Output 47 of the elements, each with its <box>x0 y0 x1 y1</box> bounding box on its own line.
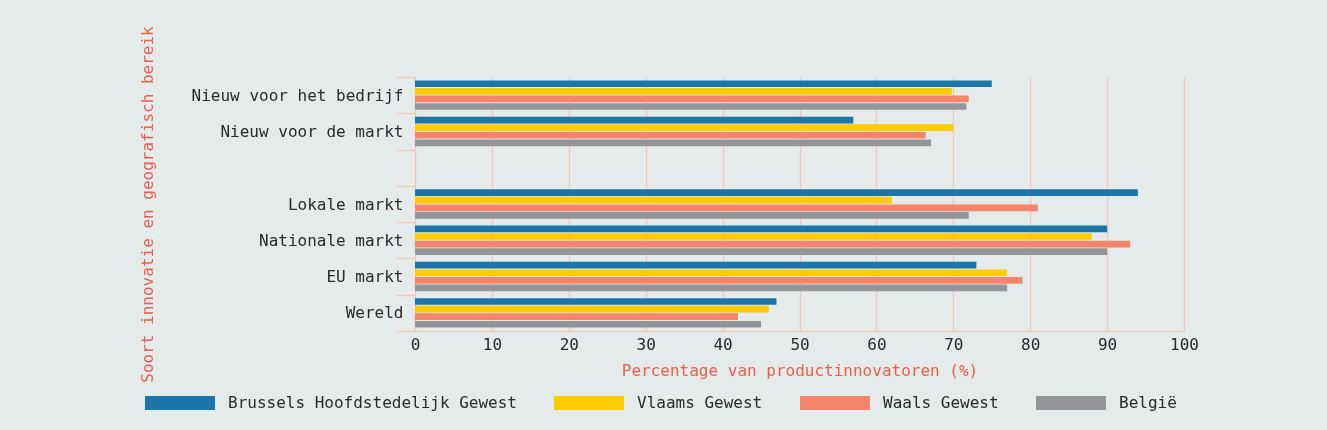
bar <box>415 269 1008 277</box>
bar <box>415 80 992 88</box>
bar <box>415 225 1108 233</box>
y-tick-label: Nieuw voor het bedrijf <box>191 85 404 105</box>
bar <box>415 248 1108 256</box>
bar <box>415 305 769 313</box>
x-tick-label: 90 <box>1097 334 1118 354</box>
y-tick-label: EU markt <box>326 267 404 287</box>
y-tick-label: Nieuw voor de markt <box>220 121 404 141</box>
legend-label: Waals Gewest <box>883 393 999 412</box>
bar <box>415 124 954 131</box>
x-tick-label: 80 <box>1021 334 1041 354</box>
legend-label: Vlaams Gewest <box>637 393 763 412</box>
x-tick-label: 40 <box>713 334 733 354</box>
bar <box>415 116 854 124</box>
bar <box>415 88 952 95</box>
bar <box>415 320 762 328</box>
bar <box>415 95 969 103</box>
bar <box>415 277 1023 284</box>
bar <box>415 240 1131 248</box>
bar <box>415 204 1038 212</box>
bar <box>415 103 967 110</box>
legend-label: Brussels Hoofdstedelijk Gewest <box>228 393 517 412</box>
bar <box>415 139 931 147</box>
x-axis-title: Percentage van productinnovatoren (%) <box>621 360 979 380</box>
bar <box>415 196 892 204</box>
x-tick-label: 20 <box>559 334 579 354</box>
bar <box>415 212 969 219</box>
bar <box>415 313 738 320</box>
bar <box>415 284 1008 292</box>
legend-label: België <box>1119 393 1177 412</box>
x-tick-label: 0 <box>410 334 421 354</box>
x-tick-label: 30 <box>636 334 656 354</box>
bar <box>415 233 1092 240</box>
y-tick-label: Wereld <box>345 303 404 323</box>
bar <box>415 261 977 269</box>
x-tick-label: 70 <box>944 334 964 354</box>
bar <box>415 298 777 305</box>
bar <box>415 131 926 139</box>
x-tick-label: 50 <box>790 334 810 354</box>
x-tick-label: 60 <box>867 334 887 354</box>
bar <box>415 189 1138 196</box>
x-tick-label: 100 <box>1170 334 1199 354</box>
y-axis-title: Soort innovatie en geografisch bereik <box>137 25 157 383</box>
y-tick-label: Nationale markt <box>259 230 404 250</box>
y-tick-label: Lokale markt <box>287 194 404 214</box>
x-tick-label: 10 <box>482 334 503 354</box>
